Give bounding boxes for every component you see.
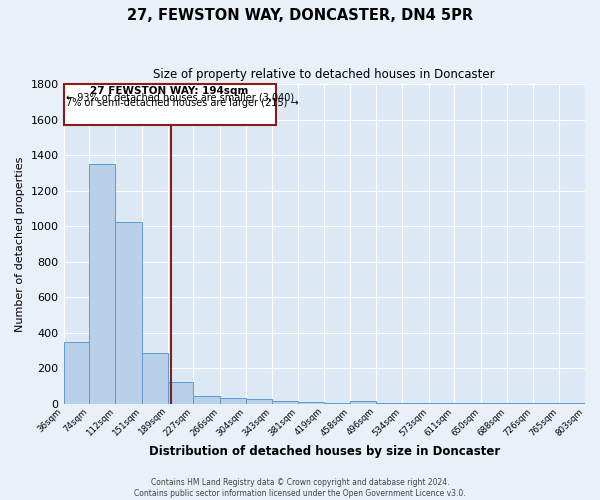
Text: 27, FEWSTON WAY, DONCASTER, DN4 5PR: 27, FEWSTON WAY, DONCASTER, DN4 5PR <box>127 8 473 22</box>
Bar <box>142 353 167 404</box>
Bar <box>220 398 246 404</box>
Title: Size of property relative to detached houses in Doncaster: Size of property relative to detached ho… <box>154 68 495 80</box>
Bar <box>324 403 350 404</box>
Bar <box>167 382 193 404</box>
Bar <box>272 401 298 404</box>
Bar <box>64 342 89 404</box>
Bar <box>246 400 272 404</box>
Bar <box>350 401 376 404</box>
Text: 27 FEWSTON WAY: 194sqm: 27 FEWSTON WAY: 194sqm <box>91 86 249 96</box>
Bar <box>298 402 324 404</box>
Text: 7% of semi-detached houses are larger (215) →: 7% of semi-detached houses are larger (2… <box>66 98 299 108</box>
Y-axis label: Number of detached properties: Number of detached properties <box>15 156 25 332</box>
Text: ← 93% of detached houses are smaller (3,040): ← 93% of detached houses are smaller (3,… <box>66 92 295 102</box>
Bar <box>402 403 428 404</box>
X-axis label: Distribution of detached houses by size in Doncaster: Distribution of detached houses by size … <box>149 444 500 458</box>
Bar <box>115 222 142 404</box>
Bar <box>89 164 115 404</box>
Bar <box>376 403 402 404</box>
Bar <box>193 396 220 404</box>
Text: Contains HM Land Registry data © Crown copyright and database right 2024.
Contai: Contains HM Land Registry data © Crown c… <box>134 478 466 498</box>
FancyBboxPatch shape <box>64 84 275 125</box>
